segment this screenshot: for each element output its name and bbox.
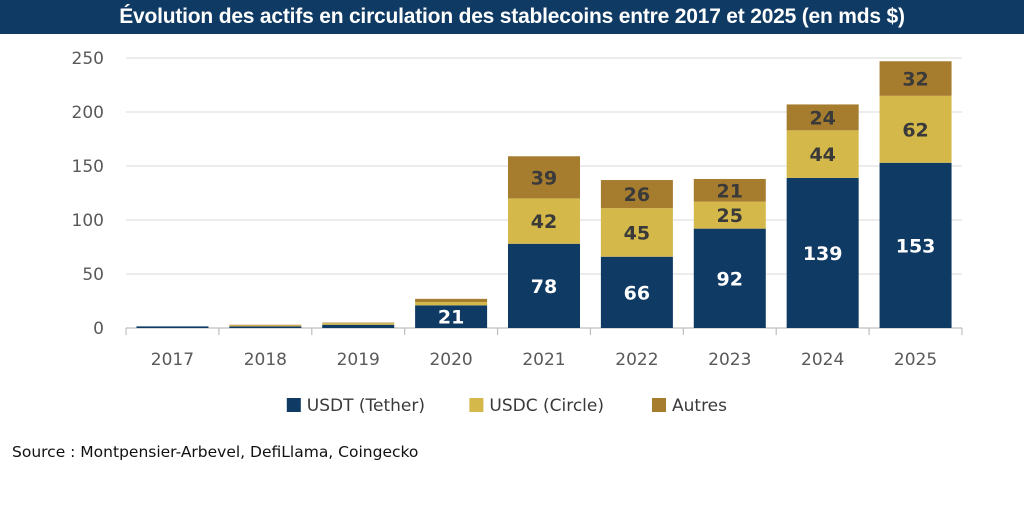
x-tick-label: 2019 — [337, 350, 380, 370]
data-label: 32 — [902, 69, 928, 91]
legend-label: Autres — [672, 396, 727, 416]
data-label: 26 — [624, 184, 650, 206]
bar-segment-autres — [600, 180, 673, 209]
title-bar: Évolution des actifs en circulation des … — [0, 0, 1024, 34]
data-label: 42 — [531, 211, 557, 233]
data-label: 153 — [896, 235, 936, 257]
y-tick-label: 150 — [72, 157, 104, 177]
x-tick-label: 2024 — [801, 350, 844, 370]
x-tick-label: 2022 — [615, 350, 658, 370]
data-label: 21 — [717, 180, 743, 202]
bar-segment-usdc-circle — [600, 208, 673, 257]
data-label: 139 — [803, 243, 843, 265]
source-note: Source : Montpensier-Arbevel, DefiLlama,… — [12, 443, 419, 461]
bar-segment-usdc-circle — [786, 130, 859, 178]
bar-segment-autres — [322, 322, 395, 324]
y-tick-label: 250 — [72, 49, 104, 69]
bar-segment-usdt-tether — [322, 324, 395, 328]
stacked-bar-chart: 0 50 100 150 200 250 2017 2018 2019 21 2020 78 42 39 2… — [72, 49, 963, 416]
bar-segment-usdc-circle — [415, 302, 488, 306]
data-label: 44 — [809, 144, 835, 166]
data-label: 92 — [717, 268, 743, 290]
bar-segment-usdc-circle — [693, 201, 766, 229]
bar-segment-usdt-tether — [693, 228, 766, 328]
bar-segment-usdc-circle — [322, 323, 395, 325]
bar-segment-usdt-tether — [229, 326, 302, 328]
bar-segment-autres — [415, 298, 488, 303]
data-label: 39 — [531, 167, 557, 189]
data-label: 62 — [902, 119, 928, 141]
bar-segment-usdc-circle — [879, 95, 952, 163]
data-label: 66 — [624, 282, 650, 304]
chart-title: Évolution des actifs en circulation des … — [119, 5, 905, 28]
x-tick-label: 2018 — [244, 350, 287, 370]
data-label: 45 — [624, 222, 650, 244]
data-label: 24 — [809, 107, 835, 129]
bar-segment-usdt-tether — [508, 243, 580, 328]
bar-segment-autres — [508, 156, 580, 199]
bar-segment-usdt-tether — [786, 177, 859, 328]
bar-segment-usdt-tether — [600, 256, 673, 328]
y-tick-label: 50 — [82, 265, 104, 285]
bar-segment-autres — [693, 178, 766, 202]
legend-swatch — [469, 398, 484, 412]
legend-label: USDC (Circle) — [489, 396, 604, 416]
data-label: 25 — [717, 205, 743, 227]
bar-segment-autres — [879, 61, 952, 96]
bar-segment-autres — [786, 104, 859, 131]
y-tick-label: 0 — [93, 319, 104, 339]
legend-swatch — [286, 398, 301, 412]
bar-segment-usdc-circle — [508, 198, 580, 244]
x-tick-label: 2023 — [708, 350, 751, 370]
x-tick-label: 2017 — [151, 350, 194, 370]
legend-swatch — [652, 398, 666, 412]
bar-segment-usdc-circle — [229, 325, 302, 327]
bar-segment-usdt-tether — [136, 326, 209, 328]
y-tick-label: 200 — [72, 103, 104, 123]
data-label: 78 — [531, 276, 557, 298]
x-tick-label: 2021 — [522, 350, 565, 370]
data-label: 21 — [438, 307, 464, 329]
x-tick-label: 2020 — [429, 350, 472, 370]
bar-segment-usdt-tether — [415, 305, 488, 328]
x-tick-label: 2025 — [894, 350, 937, 370]
legend-label: USDT (Tether) — [307, 396, 425, 416]
bar-segment-autres — [229, 324, 302, 326]
bar-segment-usdt-tether — [879, 162, 952, 328]
y-tick-label: 100 — [72, 211, 104, 231]
